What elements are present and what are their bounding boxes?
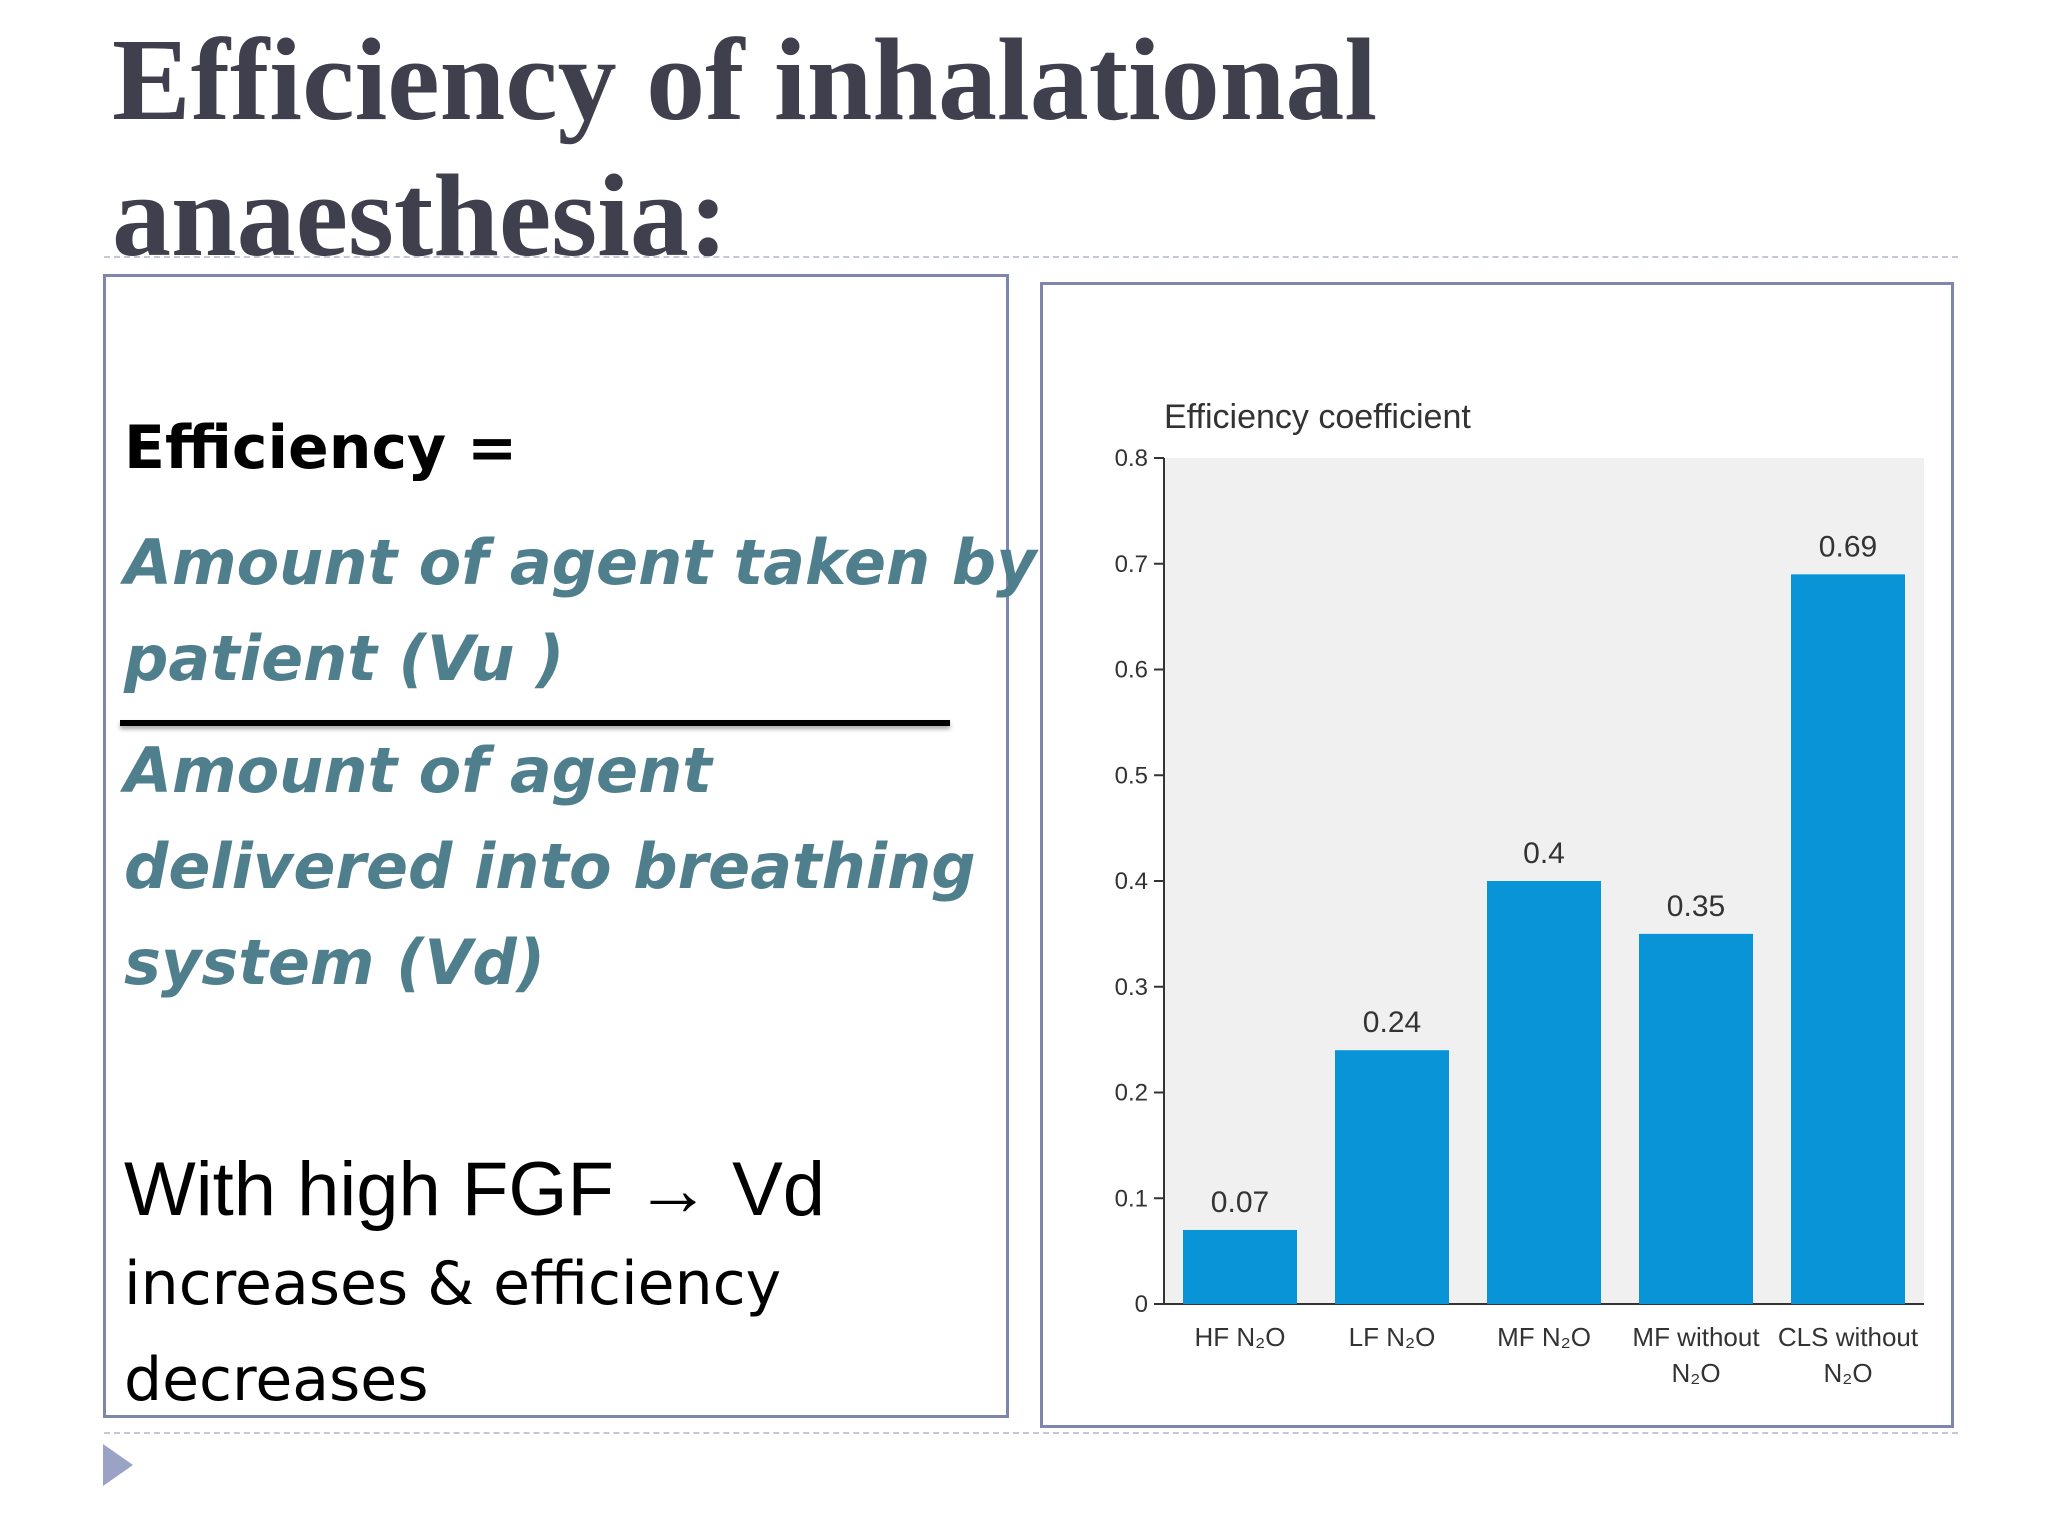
y-tick-label: 0.4 — [1115, 868, 1148, 895]
x-tick-label: LF N₂O — [1349, 1322, 1436, 1352]
numerator-line: Amount of agent taken by — [124, 526, 1037, 599]
bar — [1639, 933, 1753, 1304]
note-line: decreases — [124, 1345, 429, 1415]
top-divider — [104, 256, 1958, 258]
x-tick-label: CLS without — [1778, 1322, 1919, 1352]
denominator-line: delivered into breathing — [124, 830, 976, 903]
efficiency-bar-chart: Efficiency coefficient 0 0.1 0.2 0.3 0.4 0.5 0.… — [1115, 398, 1924, 1388]
numerator-text: Amount of agent taken by patient (Vu ) — [124, 515, 1037, 707]
y-axis-title: Efficiency coefficient — [1164, 398, 1471, 436]
x-tick-label: MF N₂O — [1497, 1322, 1591, 1352]
y-tick-label: 0.6 — [1115, 657, 1148, 684]
y-tick-label: 0.2 — [1115, 1080, 1148, 1107]
numerator-line: patient (Vu ) — [124, 622, 565, 695]
denominator-text: Amount of agent delivered into breathing… — [124, 723, 976, 1011]
slide-bullet-icon — [103, 1444, 133, 1486]
bar-value-label: 0.07 — [1211, 1186, 1269, 1219]
note-line: increases & efficiency — [124, 1249, 782, 1319]
y-tick-label: 0 — [1135, 1291, 1148, 1318]
bar — [1335, 1050, 1449, 1304]
y-tick-label: 0.7 — [1115, 551, 1148, 578]
denominator-line: Amount of agent — [124, 734, 712, 807]
y-tick-label: 0.8 — [1115, 445, 1148, 472]
slide-title: Efficiency of inhalational anaesthesia: — [112, 14, 1378, 281]
x-tick-label: N₂O — [1823, 1358, 1872, 1388]
bar-value-label: 0.69 — [1819, 530, 1877, 563]
denominator-line: system (Vd) — [124, 926, 546, 999]
bar — [1183, 1229, 1297, 1304]
bar-value-label: 0.35 — [1667, 890, 1725, 923]
equation-label: Efficiency = — [124, 413, 518, 483]
x-tick-label: N₂O — [1671, 1358, 1720, 1388]
bar — [1791, 574, 1905, 1304]
formula-panel — [103, 274, 1009, 1418]
bottom-divider — [104, 1432, 1958, 1434]
y-tick-label: 0.3 — [1115, 974, 1148, 1001]
y-tick-label: 0.5 — [1115, 762, 1148, 789]
bar — [1487, 881, 1601, 1304]
y-tick-label: 0.1 — [1115, 1185, 1148, 1212]
bar-value-label: 0.24 — [1363, 1006, 1421, 1039]
note-heading: With high FGF → Vd — [124, 1147, 826, 1232]
x-tick-label: HF N₂O — [1195, 1322, 1286, 1352]
bar-value-label: 0.4 — [1523, 837, 1565, 870]
note-text: increases & efficiency decreases — [124, 1236, 984, 1428]
fraction-bar — [120, 720, 950, 726]
chart-panel — [1040, 282, 1954, 1428]
x-tick-label: MF without — [1632, 1322, 1760, 1352]
